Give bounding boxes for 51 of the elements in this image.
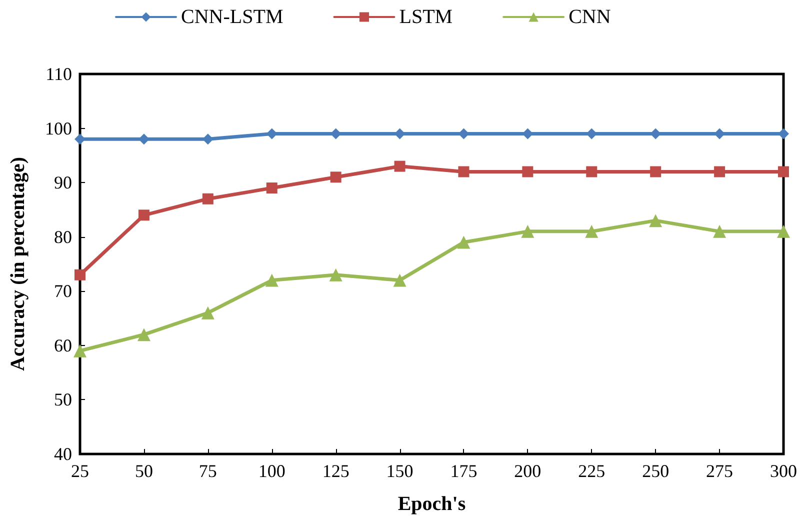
- x-tick-label: 250: [642, 461, 670, 481]
- point: [393, 274, 406, 287]
- point: [266, 182, 278, 194]
- point: [649, 214, 662, 228]
- y-tick-label: 40: [54, 444, 72, 464]
- point: [650, 166, 662, 178]
- x-tick-label: 75: [198, 461, 217, 481]
- point: [713, 224, 726, 238]
- point: [74, 344, 86, 358]
- legend-label: LSTM: [399, 6, 453, 28]
- legend-label: CNN-LSTM: [181, 6, 284, 28]
- x-tick-label: 25: [71, 461, 89, 481]
- legend-label: CNN: [568, 6, 611, 28]
- y-axis-title: Accuracy (in percentage): [7, 156, 29, 372]
- point: [201, 306, 214, 320]
- x-tick-label: 275: [706, 461, 734, 481]
- point: [74, 269, 86, 280]
- point: [777, 224, 790, 238]
- point: [458, 166, 470, 178]
- point: [778, 128, 789, 140]
- x-tick-label: 300: [770, 461, 797, 481]
- point: [74, 134, 86, 145]
- y-tick-label: 60: [54, 335, 72, 356]
- y-tick-label: 100: [45, 118, 72, 138]
- y-tick-label: 80: [54, 226, 72, 247]
- y-tick-label: 110: [46, 64, 72, 84]
- point: [585, 224, 598, 238]
- point: [330, 172, 342, 183]
- point: [457, 236, 470, 249]
- point: [521, 224, 534, 238]
- point: [522, 166, 534, 178]
- y-tick-label: 50: [54, 390, 72, 410]
- x-tick-label: 200: [514, 461, 542, 481]
- x-tick-label: 125: [322, 461, 350, 481]
- x-axis-title: Epoch's: [398, 493, 466, 515]
- point: [586, 166, 598, 178]
- point: [202, 193, 214, 204]
- point: [265, 274, 278, 287]
- point: [138, 210, 150, 221]
- x-tick-label: 50: [134, 461, 153, 481]
- x-tick-label: 100: [258, 461, 286, 481]
- point: [394, 160, 406, 172]
- x-tick-label: 175: [450, 461, 478, 481]
- x-tick-label: 225: [578, 461, 606, 481]
- point: [329, 268, 342, 282]
- y-tick-label: 70: [54, 281, 72, 302]
- point: [778, 166, 789, 178]
- y-tick-label: 90: [54, 172, 72, 193]
- point: [137, 328, 150, 342]
- point: [714, 166, 726, 178]
- x-tick-label: 150: [386, 461, 414, 481]
